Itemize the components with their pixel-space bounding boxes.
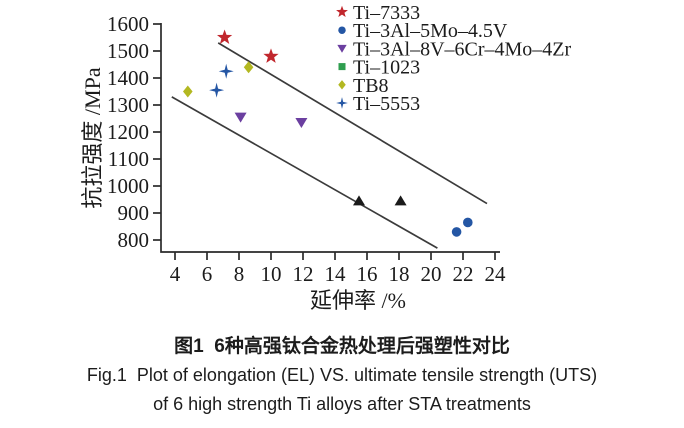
marker-triangle-up <box>394 195 407 206</box>
x-tick-label: 22 <box>453 262 474 286</box>
band-line <box>217 42 488 205</box>
marker-four-point-star <box>209 82 225 98</box>
marker-four-point-star <box>336 97 348 109</box>
caption-english-line1: Fig.1 Plot of elongation (EL) VS. ultima… <box>86 365 598 385</box>
x-tick-label: 16 <box>357 262 378 286</box>
marker-square <box>338 63 346 71</box>
x-tick-label: 10 <box>261 262 282 286</box>
x-tick-label: 18 <box>389 262 410 286</box>
marker-diamond <box>338 80 346 90</box>
x-axis-title: 延伸率 /% <box>310 288 406 312</box>
y-axis-title: 抗拉强度 /MPa <box>80 67 105 208</box>
y-tick-label: 900 <box>118 201 150 225</box>
y-tick-label: 1000 <box>107 174 149 198</box>
marker-triangle-down <box>295 118 308 129</box>
marker-triangle-down <box>337 44 347 53</box>
y-tick-label: 1600 <box>107 12 149 36</box>
marker-four-point-star <box>218 63 234 79</box>
y-tick-label: 1500 <box>107 39 149 63</box>
caption-english-line2: of 6 high strength Ti alloys after STA t… <box>153 394 531 414</box>
legend-label: Ti–1023 <box>353 57 420 79</box>
x-tick-label: 20 <box>421 262 442 286</box>
legend-label: Ti–5553 <box>353 93 420 115</box>
marker-triangle-up <box>353 195 365 206</box>
axes <box>160 23 500 253</box>
marker-diamond <box>243 61 254 74</box>
caption-chinese: 图1 6种高强钛合金热处理后强塑性对比 <box>174 336 510 357</box>
marker-triangle-down <box>234 112 247 123</box>
legend-label: Ti–3Al–5Mo–4.5V <box>353 20 508 42</box>
x-tick-label: 8 <box>234 262 245 286</box>
marker-circle <box>451 227 462 237</box>
y-tick-label: 1100 <box>108 147 149 171</box>
x-tick-label: 24 <box>485 262 507 286</box>
marker-star <box>263 48 279 63</box>
y-tick-label: 1300 <box>107 93 149 117</box>
chart: 800 900 1000 1100 1200 1300 1400 1500 1600 4 6 8 10 1… <box>80 2 572 313</box>
marker-circle <box>463 217 473 228</box>
marker-diamond <box>183 85 193 98</box>
legend-label: TB8 <box>353 75 389 97</box>
legend-label: Ti–7333 <box>353 2 420 24</box>
x-tick-label: 6 <box>202 262 213 286</box>
legend-label: Ti–3Al–8V–6Cr–4Mo–4Zr <box>353 38 572 60</box>
y-tick-label: 1400 <box>107 66 149 90</box>
x-tick-label: 14 <box>325 262 347 286</box>
marker-star <box>336 5 348 18</box>
x-tick-label: 4 <box>170 262 181 286</box>
y-tick-label: 800 <box>118 228 150 252</box>
band-line <box>171 96 438 249</box>
marker-star <box>216 29 233 44</box>
y-tick-label: 1200 <box>107 120 149 144</box>
x-tick-label: 12 <box>293 262 314 286</box>
marker-circle <box>338 26 346 34</box>
